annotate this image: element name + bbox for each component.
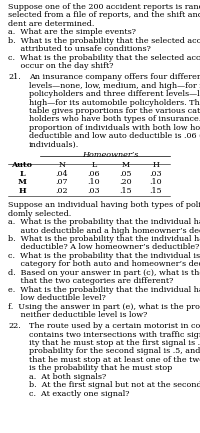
Text: .10: .10 [150,178,162,186]
Text: domly selected.: domly selected. [8,210,71,218]
Text: deductible and low auto deductible is .06 (6% of all such: deductible and low auto deductible is .0… [29,132,200,140]
Text: .03: .03 [150,170,162,178]
Text: levels—none, low, medium, and high—for its homeowner’s: levels—none, low, medium, and high—for i… [29,81,200,90]
Text: b.  What is the probability that the selected accident was: b. What is the probability that the sele… [8,37,200,45]
Text: M: M [122,161,130,168]
Text: deductible? A low homeowner’s deductible?: deductible? A low homeowner’s deductible… [8,243,199,252]
Text: .03: .03 [88,187,100,195]
Text: low deductible level?: low deductible level? [8,294,106,302]
Text: occur on the day shift?: occur on the day shift? [8,62,114,70]
Text: L: L [91,161,97,168]
Text: auto deductible and a high homeowner’s deductible?: auto deductible and a high homeowner’s d… [8,226,200,235]
Text: selected from a file of reports, and the shift and type of acci-: selected from a file of reports, and the… [8,11,200,19]
Text: that he must stop at at least one of the two signals is .6. What: that he must stop at at least one of the… [29,356,200,364]
Text: c.  What is the probability that the individual is in the same: c. What is the probability that the indi… [8,252,200,260]
Text: e.  What is the probability that the individual has at least one: e. What is the probability that the indi… [8,286,200,294]
Text: attributed to unsafe conditions?: attributed to unsafe conditions? [8,45,151,53]
Text: .04: .04 [56,170,68,178]
Text: 21.: 21. [8,73,21,81]
Text: .07: .07 [56,178,68,186]
Text: Suppose an individual having both types of policies is ran-: Suppose an individual having both types … [8,201,200,209]
Text: M: M [18,178,26,186]
Text: Suppose one of the 200 accident reports is randomly: Suppose one of the 200 accident reports … [8,3,200,11]
Text: a.  What is the probability that the individual has a medium: a. What is the probability that the indi… [8,218,200,226]
Text: The route used by a certain motorist in commuting to work: The route used by a certain motorist in … [29,322,200,330]
Text: .15: .15 [120,187,132,195]
Text: dent are determined.: dent are determined. [8,20,94,28]
Text: c.  What is the probability that the selected accident did not: c. What is the probability that the sele… [8,54,200,61]
Text: 22.: 22. [8,322,21,330]
Text: that the two categories are different?: that the two categories are different? [8,277,173,285]
Text: table gives proportions for the various categories of policy-: table gives proportions for the various … [29,107,200,115]
Text: high—for its automobile policyholders. The accompanying: high—for its automobile policyholders. T… [29,98,200,107]
Text: .02: .02 [56,187,68,195]
Text: a.  At both signals?: a. At both signals? [29,373,106,381]
Text: .15: .15 [150,187,162,195]
Text: An insurance company offers four different deductible: An insurance company offers four differe… [29,73,200,81]
Text: ity that he must stop at the first signal is .4, the analogous: ity that he must stop at the first signa… [29,339,200,347]
Text: b.  At the first signal but not at the second one?: b. At the first signal but not at the se… [29,381,200,389]
Text: .06: .06 [88,170,100,178]
Text: a.  What are the simple events?: a. What are the simple events? [8,29,136,36]
Text: H: H [153,161,159,168]
Text: category for both auto and homeowner’s deductibles?: category for both auto and homeowner’s d… [8,260,200,268]
Text: c.  At exactly one signal?: c. At exactly one signal? [29,390,130,397]
Text: Auto: Auto [12,161,32,168]
Text: holders who have both types of insurance. For example, the: holders who have both types of insurance… [29,115,200,123]
Text: f.  Using the answer in part (e), what is the probability that: f. Using the answer in part (e), what is… [8,303,200,310]
Text: .10: .10 [88,178,100,186]
Text: Homeowner’s: Homeowner’s [82,151,138,159]
Text: N: N [58,161,66,168]
Text: L: L [19,170,25,178]
Text: .20: .20 [120,178,132,186]
Text: neither deductible level is low?: neither deductible level is low? [8,311,147,319]
Text: proportion of individuals with both low homeowner’s: proportion of individuals with both low … [29,124,200,132]
Text: H: H [18,187,26,195]
Text: contains two intersections with traffic signals. The probabil-: contains two intersections with traffic … [29,330,200,339]
Text: d.  Based on your answer in part (c), what is the probability: d. Based on your answer in part (c), wha… [8,269,200,277]
Text: probability for the second signal is .5, and the probability: probability for the second signal is .5,… [29,347,200,355]
Text: is the probability that he must stop: is the probability that he must stop [29,364,172,372]
Text: b.  What is the probability that the individual has a low auto: b. What is the probability that the indi… [8,235,200,243]
Text: .05: .05 [120,170,132,178]
Text: individuals).: individuals). [29,141,79,149]
Text: policyholders and three different levels—low, medium, and: policyholders and three different levels… [29,90,200,98]
